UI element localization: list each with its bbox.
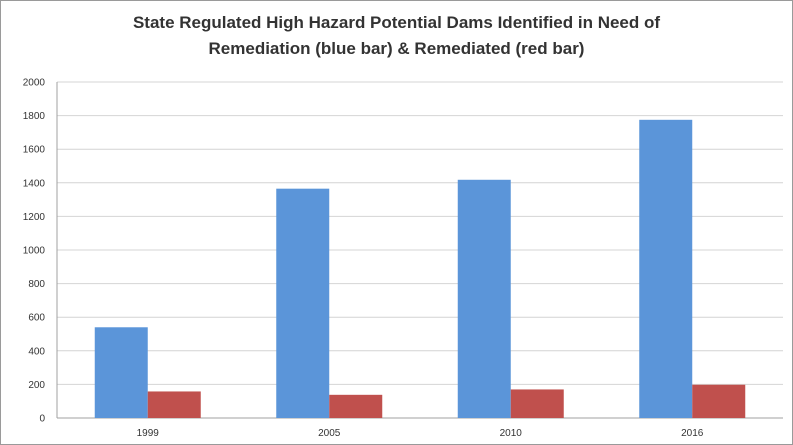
- bar-needing-remediation: [94, 327, 148, 418]
- y-tick-label: 0: [39, 414, 45, 425]
- y-tick-label: 1600: [23, 145, 46, 156]
- y-tick-label: 1200: [23, 212, 46, 223]
- y-tick-label: 200: [28, 380, 45, 391]
- y-tick-label: 2000: [23, 78, 46, 89]
- chart-title-line-1: State Regulated High Hazard Potential Da…: [132, 13, 661, 32]
- x-tick-label: 2010: [500, 428, 523, 439]
- bar-remediated: [147, 391, 201, 418]
- bar-needing-remediation: [639, 119, 693, 419]
- x-tick-label: 1999: [137, 428, 160, 439]
- y-tick-label: 400: [28, 346, 45, 357]
- bar-needing-remediation: [457, 179, 511, 418]
- y-tick-label: 1400: [23, 178, 46, 189]
- bar-remediated: [329, 394, 383, 418]
- chart-title: State Regulated High Hazard Potential Da…: [0, 10, 793, 62]
- y-tick-label: 600: [28, 313, 45, 324]
- y-tick-label: 800: [28, 279, 45, 290]
- bar-remediated: [692, 384, 746, 418]
- x-tick-label: 2016: [681, 428, 704, 439]
- chart-title-line-2: Remediation (blue bar) & Remediated (red…: [208, 39, 585, 58]
- bar-remediated: [510, 389, 564, 418]
- x-tick-label: 2005: [318, 428, 341, 439]
- y-tick-label: 1000: [23, 246, 46, 257]
- y-tick-label: 1800: [23, 111, 46, 122]
- bar-needing-remediation: [276, 188, 330, 418]
